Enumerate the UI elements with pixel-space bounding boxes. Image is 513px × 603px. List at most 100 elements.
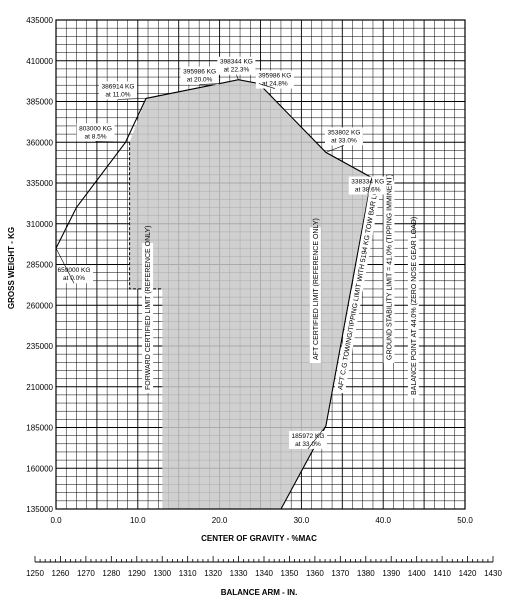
- y-tick-label: 310000: [26, 220, 53, 229]
- x-tick-label: 30.0: [294, 516, 310, 525]
- callout-text: at 33.0%: [295, 441, 321, 448]
- callout-leader: [236, 74, 239, 80]
- envelope-lines: [55, 79, 373, 510]
- callout-leader: [55, 248, 75, 284]
- limit-label: FORWARD CERTIFIED LIMIT (REFERENCE ONLY): [142, 225, 154, 393]
- callout-text: 395986 KG: [258, 73, 291, 80]
- x2-axis-title: BALANCE ARM - IN.: [221, 588, 298, 597]
- y-tick-label: 235000: [26, 342, 53, 351]
- callout-background: [180, 66, 219, 85]
- callout-background: [98, 81, 137, 100]
- x2-tick-label: 1370: [331, 569, 349, 578]
- callout-text: at 38.6%: [355, 187, 381, 194]
- callout-text: at 0.0%: [63, 275, 85, 282]
- callout-leader: [199, 83, 220, 85]
- x2-tick-label: 1390: [382, 569, 400, 578]
- x-tick-label: 0.0: [50, 516, 62, 525]
- callout-background: [255, 70, 294, 89]
- y-tick-label: 435000: [26, 16, 53, 25]
- x-tick-label: 50.0: [457, 516, 473, 525]
- callout-text: at 8.5%: [85, 133, 107, 140]
- x-tick-label: 20.0: [212, 516, 228, 525]
- y-tick-label: 135000: [26, 505, 53, 514]
- limit-label-background: [333, 194, 380, 394]
- limit-label-background: [142, 243, 154, 393]
- callout-text: at 24.8%: [262, 81, 288, 88]
- x2-tick-label: 1360: [306, 569, 324, 578]
- y-tick-label: 360000: [26, 138, 53, 147]
- callout-text: at 33.0%: [331, 137, 357, 144]
- y-tick-label: 160000: [26, 464, 53, 473]
- callout-background: [348, 176, 387, 195]
- x2-tick-label: 1330: [230, 569, 248, 578]
- limit-label-background: [309, 227, 321, 363]
- limit-label: GROUND STABILITY LIMIT = 41.0% (TIPPING …: [383, 174, 395, 363]
- x-tick-label: 40.0: [375, 516, 391, 525]
- y-tick-label: 385000: [26, 98, 53, 107]
- callout-text: 659000 KG: [58, 267, 91, 274]
- callout-leader: [325, 145, 345, 153]
- limit-label-text: BALANCE POINT AT 44.0% (ZERO NOSE GEAR L…: [411, 217, 418, 395]
- callout-leader: [307, 425, 327, 450]
- limit-label-background: [407, 233, 419, 398]
- plot-frame: [55, 19, 466, 510]
- x2-tick-label: 1410: [433, 569, 451, 578]
- callout-text: 398344 KG: [220, 59, 253, 66]
- callout-text: 386914 KG: [102, 83, 135, 90]
- y-axis-title: GROSS WEIGHT - KG: [7, 227, 16, 309]
- x2-tick-label: 1420: [459, 569, 477, 578]
- callout-text: 353802 KG: [327, 129, 360, 136]
- callout-text: 803000 KG: [79, 125, 112, 132]
- callout-text: at 22.3%: [224, 67, 250, 74]
- x-axis-title: CENTER OF GRAVITY - %MAC: [201, 534, 317, 543]
- x-tick-label: 10.0: [130, 516, 146, 525]
- x2-tick-label: 1260: [52, 569, 70, 578]
- limit-label: AFT CERTIFIED LIMIT (REFERENCE ONLY): [309, 218, 321, 363]
- x2-tick-label: 1300: [153, 569, 171, 578]
- callout-background: [55, 265, 93, 284]
- callout-text: 338334 KG: [351, 179, 384, 186]
- x2-tick-label: 1340: [255, 569, 273, 578]
- x2-tick-label: 1290: [128, 569, 146, 578]
- callout-text: at 11.0%: [105, 91, 130, 98]
- axes: 135000 160000 185000 210000 235000 260000 2850…: [26, 16, 502, 578]
- callout-leader: [95, 140, 126, 143]
- y-tick-label: 210000: [26, 383, 53, 392]
- callout-background: [76, 123, 115, 142]
- x2-tick-label: 1280: [102, 569, 120, 578]
- callout-background: [324, 127, 363, 146]
- envelope-outline: [55, 79, 373, 510]
- shaded-region: [129, 79, 372, 509]
- limit-label-text: FORWARD CERTIFIED LIMIT (REFERENCE ONLY): [145, 225, 152, 390]
- callout-text: 395986 KG: [183, 69, 216, 76]
- x2-tick-label: 1430: [484, 569, 502, 578]
- x2-tick-label: 1400: [408, 569, 426, 578]
- callout-leader: [367, 177, 373, 195]
- callout-background: [288, 430, 327, 449]
- x2-tick-label: 1320: [204, 569, 222, 578]
- limit-label-text: GROUND STABILITY LIMIT = 41.0% (TIPPING …: [386, 174, 393, 360]
- callout-leader: [117, 98, 146, 100]
- x2-tick-label: 1350: [281, 569, 299, 578]
- callout-text: 185972 KG: [291, 433, 324, 440]
- x2-tick-label: 1250: [26, 569, 44, 578]
- x2-tick-label: 1380: [357, 569, 375, 578]
- y-tick-label: 260000: [26, 301, 53, 310]
- y-tick-label: 410000: [26, 57, 53, 66]
- y-tick-label: 285000: [26, 261, 53, 270]
- y-tick-label: 185000: [26, 424, 53, 433]
- y-tick-label: 335000: [26, 179, 53, 188]
- callout-leader: [258, 83, 275, 89]
- x2-tick-label: 1270: [77, 569, 95, 578]
